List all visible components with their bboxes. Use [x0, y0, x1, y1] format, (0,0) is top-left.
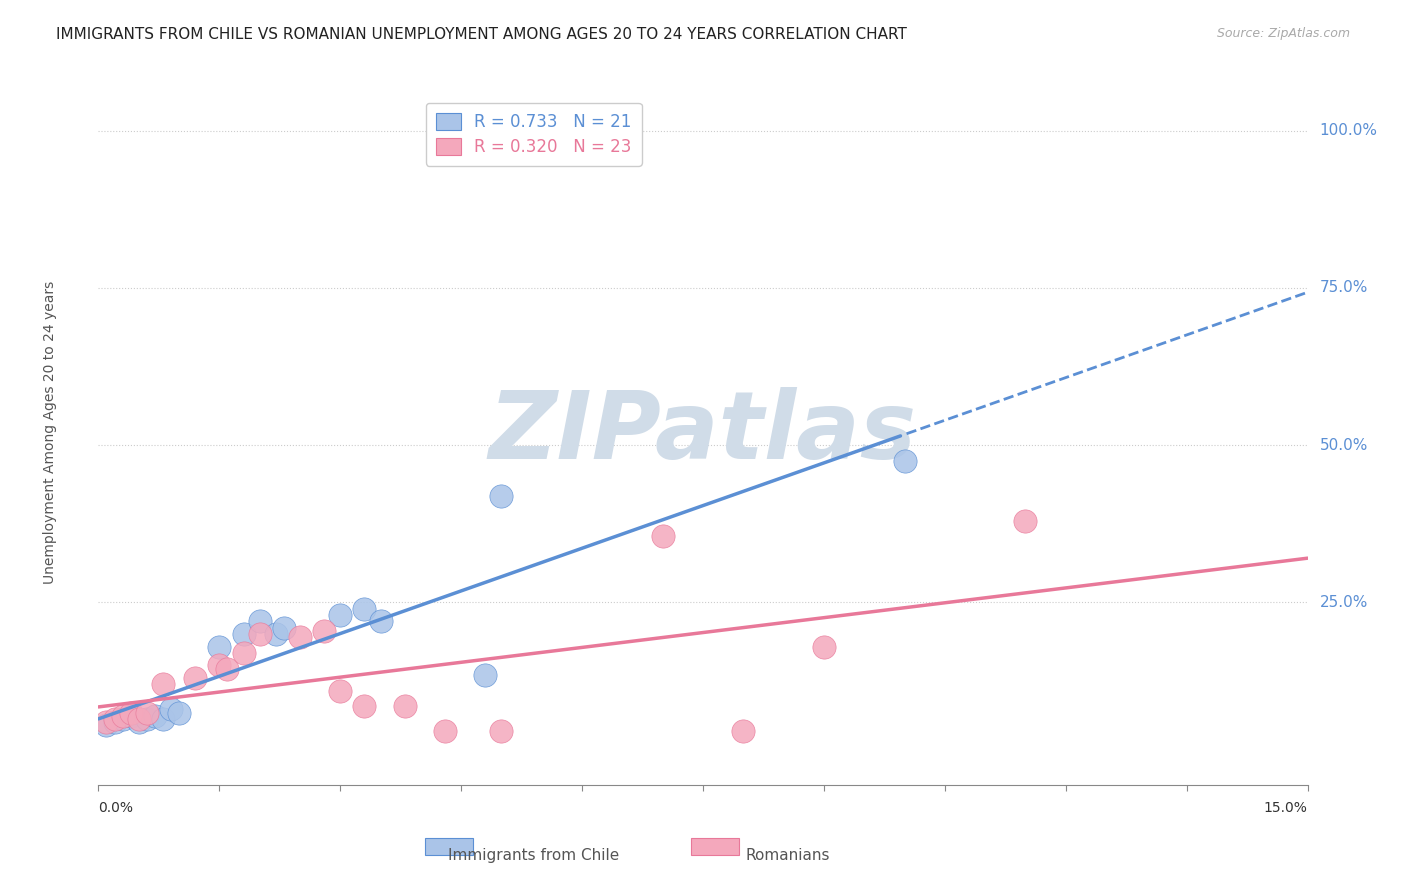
- Point: [208, 640, 231, 654]
- Point: [733, 724, 755, 739]
- Text: 75.0%: 75.0%: [1320, 280, 1368, 295]
- Point: [143, 708, 166, 723]
- Point: [96, 718, 118, 732]
- Point: [893, 454, 915, 468]
- Point: [120, 708, 142, 723]
- Point: [111, 712, 134, 726]
- Point: [474, 668, 496, 682]
- Point: [103, 714, 125, 729]
- Point: [249, 615, 271, 629]
- Point: [651, 529, 673, 543]
- Point: [184, 671, 207, 685]
- Point: [434, 724, 457, 739]
- Point: [1014, 514, 1036, 528]
- Text: 100.0%: 100.0%: [1320, 123, 1378, 138]
- FancyBboxPatch shape: [690, 838, 740, 855]
- Point: [167, 706, 190, 720]
- Point: [370, 615, 392, 629]
- Legend: R = 0.733   N = 21, R = 0.320   N = 23: R = 0.733 N = 21, R = 0.320 N = 23: [426, 103, 641, 166]
- Point: [491, 724, 513, 739]
- Point: [353, 699, 375, 714]
- Text: 25.0%: 25.0%: [1320, 595, 1368, 610]
- Point: [491, 489, 513, 503]
- Point: [288, 630, 311, 644]
- Point: [394, 699, 416, 714]
- Point: [103, 712, 125, 726]
- Text: Unemployment Among Ages 20 to 24 years: Unemployment Among Ages 20 to 24 years: [44, 281, 58, 584]
- Point: [329, 683, 352, 698]
- Point: [152, 712, 174, 726]
- Point: [232, 627, 254, 641]
- Point: [353, 601, 375, 615]
- Text: 50.0%: 50.0%: [1320, 438, 1368, 453]
- Point: [160, 702, 183, 716]
- Text: ZIPatlas: ZIPatlas: [489, 386, 917, 479]
- Point: [232, 646, 254, 660]
- Text: Immigrants from Chile: Immigrants from Chile: [449, 848, 619, 863]
- Point: [249, 627, 271, 641]
- Point: [120, 706, 142, 720]
- Point: [128, 714, 150, 729]
- Point: [329, 608, 352, 623]
- Text: Source: ZipAtlas.com: Source: ZipAtlas.com: [1216, 27, 1350, 40]
- Point: [273, 621, 295, 635]
- Text: Romanians: Romanians: [745, 848, 830, 863]
- Point: [128, 712, 150, 726]
- Point: [135, 706, 157, 720]
- Point: [111, 708, 134, 723]
- Text: IMMIGRANTS FROM CHILE VS ROMANIAN UNEMPLOYMENT AMONG AGES 20 TO 24 YEARS CORRELA: IMMIGRANTS FROM CHILE VS ROMANIAN UNEMPL…: [56, 27, 907, 42]
- Text: 0.0%: 0.0%: [98, 801, 134, 814]
- Point: [264, 627, 287, 641]
- Point: [152, 677, 174, 691]
- Point: [96, 714, 118, 729]
- Point: [217, 662, 239, 676]
- Text: 15.0%: 15.0%: [1264, 801, 1308, 814]
- FancyBboxPatch shape: [425, 838, 474, 855]
- Point: [208, 658, 231, 673]
- Point: [135, 712, 157, 726]
- Point: [314, 624, 336, 638]
- Point: [813, 640, 835, 654]
